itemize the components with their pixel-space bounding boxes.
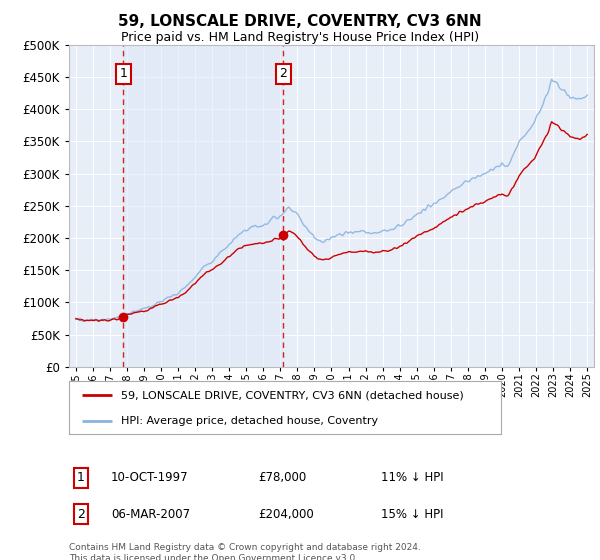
Text: £204,000: £204,000 xyxy=(258,507,314,521)
Text: £78,000: £78,000 xyxy=(258,471,306,484)
Text: 11% ↓ HPI: 11% ↓ HPI xyxy=(381,471,443,484)
Text: Price paid vs. HM Land Registry's House Price Index (HPI): Price paid vs. HM Land Registry's House … xyxy=(121,31,479,44)
Text: 59, LONSCALE DRIVE, COVENTRY, CV3 6NN: 59, LONSCALE DRIVE, COVENTRY, CV3 6NN xyxy=(118,14,482,29)
Text: 10-OCT-1997: 10-OCT-1997 xyxy=(111,471,188,484)
Text: 15% ↓ HPI: 15% ↓ HPI xyxy=(381,507,443,521)
Text: 2: 2 xyxy=(77,507,85,521)
Text: HPI: Average price, detached house, Coventry: HPI: Average price, detached house, Cove… xyxy=(121,416,378,426)
Text: 2: 2 xyxy=(280,67,287,80)
Text: 1: 1 xyxy=(77,471,85,484)
Text: 59, LONSCALE DRIVE, COVENTRY, CV3 6NN (detached house): 59, LONSCALE DRIVE, COVENTRY, CV3 6NN (d… xyxy=(121,390,464,400)
Text: 1: 1 xyxy=(119,67,127,80)
Text: 06-MAR-2007: 06-MAR-2007 xyxy=(111,507,190,521)
Bar xyxy=(123,45,283,367)
Text: Contains HM Land Registry data © Crown copyright and database right 2024.
This d: Contains HM Land Registry data © Crown c… xyxy=(69,543,421,560)
